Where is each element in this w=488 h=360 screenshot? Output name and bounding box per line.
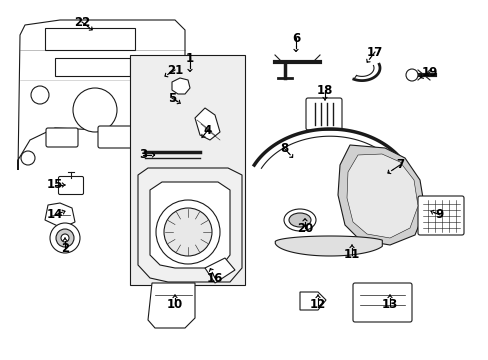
Text: 22: 22 [74,15,90,28]
Circle shape [147,87,163,103]
Text: 5: 5 [167,91,176,104]
Text: 12: 12 [309,298,325,311]
Circle shape [405,69,417,81]
Text: 18: 18 [316,84,332,96]
Text: 8: 8 [279,141,287,154]
Bar [45,28,135,50]
Circle shape [163,208,212,256]
Circle shape [50,223,80,253]
Ellipse shape [284,209,315,231]
FancyBboxPatch shape [305,98,341,130]
Polygon shape [299,292,325,310]
Circle shape [56,229,74,247]
FancyBboxPatch shape [59,176,83,194]
Text: 15: 15 [47,179,63,192]
Ellipse shape [288,213,310,227]
Polygon shape [346,154,417,238]
Polygon shape [337,145,424,245]
Polygon shape [150,182,229,268]
Text: 3: 3 [139,148,147,162]
Polygon shape [45,203,75,228]
FancyBboxPatch shape [98,126,134,148]
Polygon shape [204,258,235,283]
Polygon shape [195,108,220,140]
Text: 1: 1 [185,51,194,64]
Text: 9: 9 [435,208,443,221]
Text: 4: 4 [203,123,212,136]
Text: 19: 19 [421,66,437,78]
Text: 13: 13 [381,298,397,311]
Polygon shape [275,236,382,256]
Text: 11: 11 [343,248,359,261]
Circle shape [156,200,220,264]
Text: 17: 17 [366,45,382,58]
Text: 10: 10 [166,298,183,311]
Bar [55,58,130,76]
Circle shape [21,151,35,165]
Circle shape [61,234,69,242]
Text: 14: 14 [47,208,63,221]
FancyBboxPatch shape [46,128,78,147]
Text: 6: 6 [291,31,300,45]
Polygon shape [18,20,184,178]
Text: 2: 2 [61,242,69,255]
FancyBboxPatch shape [352,283,411,322]
Text: 16: 16 [206,271,223,284]
Text: 7: 7 [395,158,403,171]
Circle shape [73,88,117,132]
Bar [130,55,244,285]
Text: 21: 21 [166,63,183,77]
Text: 20: 20 [296,221,312,234]
Polygon shape [172,78,190,94]
Polygon shape [138,168,242,282]
Polygon shape [148,283,195,328]
FancyBboxPatch shape [417,196,463,235]
Circle shape [31,86,49,104]
